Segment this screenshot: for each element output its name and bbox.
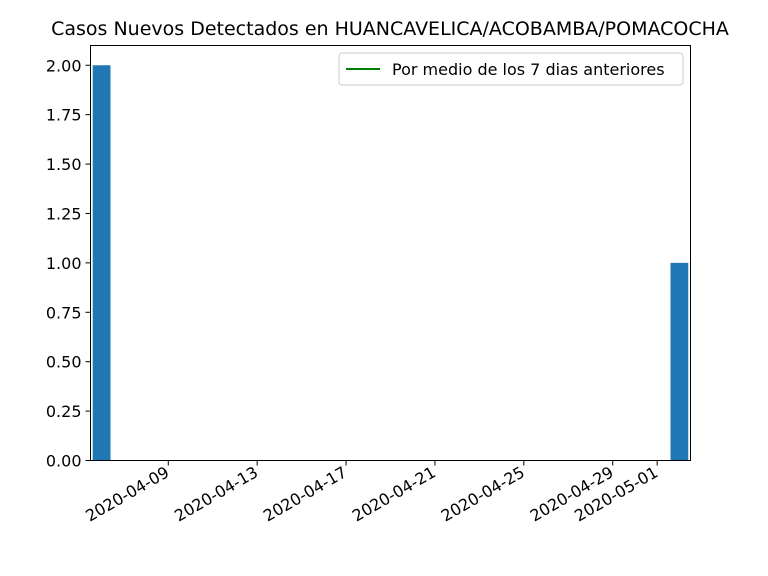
y-tick-label: 0.50 (46, 353, 82, 372)
y-tick-label: 0.00 (46, 452, 82, 471)
y-tick-label: 2.00 (46, 56, 82, 75)
y-tick-label: 1.25 (46, 204, 82, 223)
x-tick-label: 2020-04-17 (260, 463, 350, 526)
legend-box (338, 52, 684, 86)
chart-title: Casos Nuevos Detectados en HUANCAVELICA/… (51, 18, 729, 40)
x-axis: 2020-04-092020-04-132020-04-172020-04-21… (82, 460, 661, 526)
bar-2020-04-06 (92, 65, 111, 461)
x-tick-label: 2020-04-25 (438, 463, 528, 526)
y-tick-label: 1.75 (46, 106, 82, 125)
y-tick-label: 0.75 (46, 303, 82, 322)
y-tick-label: 0.25 (46, 402, 82, 421)
bar-2020-05-02 (670, 262, 689, 461)
bars-layer (92, 65, 689, 461)
y-tick-label: 1.50 (46, 155, 82, 174)
plot-frame (90, 45, 691, 461)
x-tick-label: 2020-04-09 (82, 463, 172, 526)
legend: Por medio de los 7 dias anteriores (338, 52, 684, 86)
y-tick-label: 1.00 (46, 254, 82, 273)
x-tick-label: 2020-04-13 (171, 463, 261, 526)
y-axis: 0.00 0.25 0.50 0.75 1.00 1.25 1.50 1.75 2.00 (46, 56, 91, 471)
legend-label: Por medio de los 7 dias anteriores (392, 60, 665, 79)
x-tick-label: 2020-04-21 (349, 463, 439, 526)
